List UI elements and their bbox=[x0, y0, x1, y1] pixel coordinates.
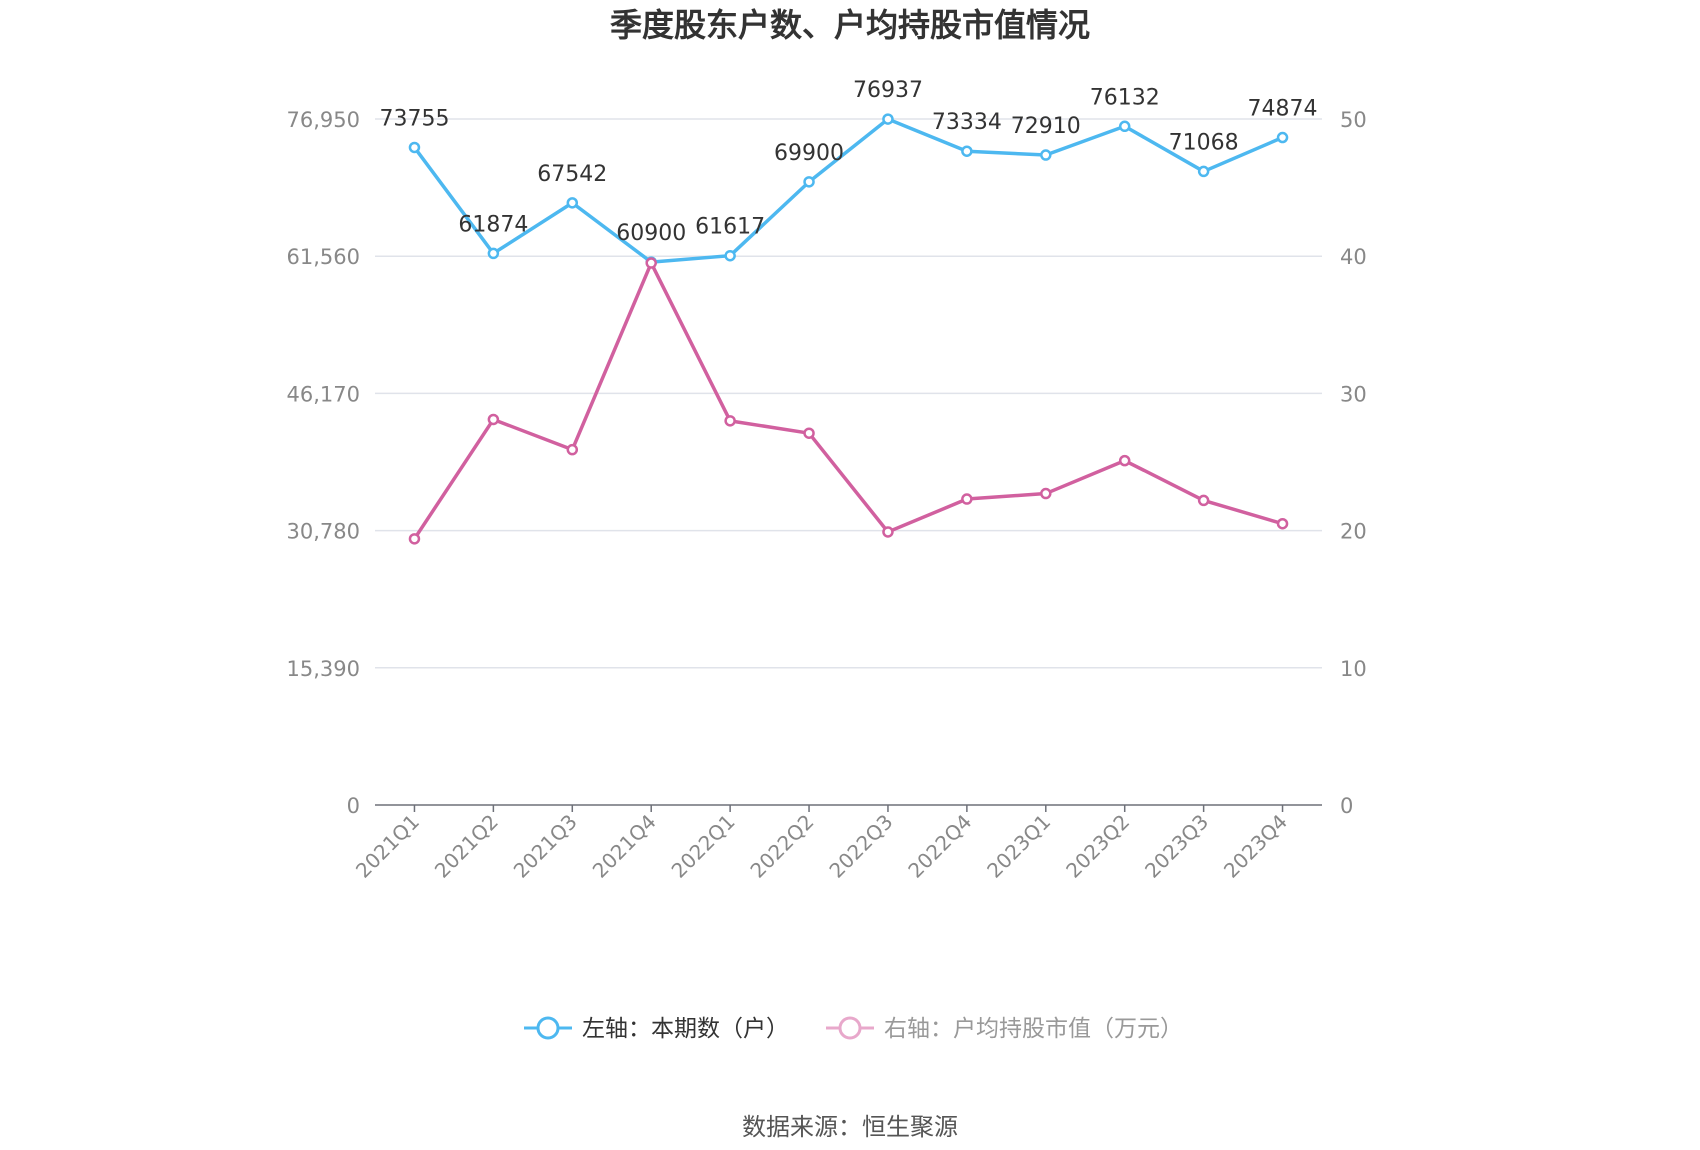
point-avg-value[interactable] bbox=[645, 257, 657, 269]
point-avg-value[interactable] bbox=[408, 533, 421, 545]
point-avg-value[interactable] bbox=[803, 427, 815, 439]
point-avg-value[interactable] bbox=[1197, 494, 1210, 507]
right-axis: 0 10 20 30 40 50 bbox=[1340, 108, 1367, 818]
x-tick-label: 2021Q1 bbox=[351, 810, 424, 883]
right-tick-label: 10 bbox=[1340, 657, 1367, 681]
point-shareholders[interactable] bbox=[487, 247, 500, 260]
x-tick-label: 2021Q2 bbox=[430, 810, 503, 883]
left-axis: 0 15,390 30,780 46,170 61,560 76,950 bbox=[287, 108, 360, 818]
point-avg-value[interactable] bbox=[1040, 487, 1052, 500]
chart-title: 季度股东户数、户均持股市值情况 bbox=[610, 6, 1090, 44]
point-shareholders[interactable] bbox=[724, 249, 736, 262]
point-avg-value[interactable] bbox=[1276, 517, 1289, 530]
legend-item-left-series[interactable]: 左轴：本期数（户） bbox=[524, 1016, 789, 1042]
point-shareholders[interactable] bbox=[882, 113, 894, 125]
left-tick-label: 61,560 bbox=[287, 245, 360, 269]
data-label: 73755 bbox=[379, 106, 449, 131]
data-label: 76132 bbox=[1090, 85, 1160, 110]
data-label: 60900 bbox=[616, 221, 686, 246]
point-avg-value[interactable] bbox=[882, 526, 894, 538]
x-tick-label: 2023Q4 bbox=[1219, 810, 1292, 883]
data-label: 76937 bbox=[853, 78, 923, 103]
x-axis: 2021Q1 2021Q2 2021Q3 2021Q4 2022Q1 2022Q2 2022… bbox=[351, 804, 1322, 883]
data-label: 72910 bbox=[1011, 114, 1081, 139]
x-tick-label: 2021Q3 bbox=[509, 810, 582, 883]
legend: 左轴：本期数（户） 右轴：户均持股市值（万元） bbox=[524, 1016, 1183, 1042]
left-tick-label: 30,780 bbox=[287, 520, 360, 544]
x-tick-label: 2022Q1 bbox=[667, 810, 740, 883]
point-shareholders[interactable] bbox=[961, 145, 973, 157]
x-tick-label: 2023Q1 bbox=[982, 810, 1055, 883]
point-avg-value[interactable] bbox=[961, 493, 973, 505]
point-shareholders[interactable] bbox=[408, 141, 421, 154]
data-label: 61874 bbox=[458, 212, 528, 237]
data-label: 74874 bbox=[1248, 97, 1318, 122]
data-labels: 73755 61874 67542 60900 61617 69900 76937 73334… bbox=[379, 78, 1317, 246]
series-line-shareholders bbox=[413, 117, 1284, 264]
left-tick-label: 46,170 bbox=[287, 382, 360, 406]
x-tick-label: 2023Q2 bbox=[1061, 810, 1134, 883]
x-tick-label: 2022Q4 bbox=[903, 810, 976, 883]
series-layer bbox=[408, 113, 1289, 545]
legend-item-right-series[interactable]: 右轴：户均持股市值（万元） bbox=[826, 1016, 1183, 1042]
data-label: 67542 bbox=[537, 162, 607, 187]
point-shareholders[interactable] bbox=[1040, 149, 1052, 161]
left-tick-label: 76,950 bbox=[287, 108, 360, 132]
x-tick-label: 2021Q4 bbox=[588, 810, 661, 883]
point-avg-value[interactable] bbox=[1118, 454, 1131, 467]
x-tick-label: 2022Q3 bbox=[824, 810, 897, 883]
point-avg-value[interactable] bbox=[487, 413, 500, 426]
source-note: 数据来源：恒生聚源 bbox=[742, 1113, 958, 1141]
point-shareholders[interactable] bbox=[566, 197, 579, 209]
point-avg-value[interactable] bbox=[724, 415, 736, 427]
gridlines bbox=[375, 118, 1322, 669]
x-tick-label: 2022Q2 bbox=[745, 810, 818, 883]
data-label: 61617 bbox=[695, 215, 765, 240]
series-line-avg-value bbox=[412, 261, 1284, 540]
right-tick-label: 30 bbox=[1340, 382, 1367, 406]
legend-left-label: 左轴：本期数（户） bbox=[582, 1016, 789, 1042]
data-label: 69900 bbox=[774, 141, 844, 166]
left-tick-label: 15,390 bbox=[287, 657, 360, 681]
right-tick-label: 0 bbox=[1340, 794, 1353, 818]
point-shareholders[interactable] bbox=[1197, 165, 1210, 178]
right-tick-label: 20 bbox=[1340, 520, 1367, 544]
right-tick-label: 50 bbox=[1340, 108, 1367, 132]
point-shareholders[interactable] bbox=[1118, 120, 1131, 133]
legend-right-marker bbox=[838, 1016, 862, 1040]
data-label: 71068 bbox=[1169, 130, 1239, 155]
x-tick-label: 2023Q3 bbox=[1140, 810, 1213, 883]
point-avg-value[interactable] bbox=[566, 443, 579, 456]
data-label: 73334 bbox=[932, 110, 1002, 135]
point-shareholders[interactable] bbox=[803, 176, 815, 188]
legend-left-marker bbox=[536, 1016, 560, 1040]
legend-right-label: 右轴：户均持股市值（万元） bbox=[884, 1016, 1183, 1042]
left-tick-label: 0 bbox=[347, 794, 360, 818]
point-shareholders[interactable] bbox=[1276, 131, 1289, 144]
right-tick-label: 40 bbox=[1340, 245, 1367, 269]
